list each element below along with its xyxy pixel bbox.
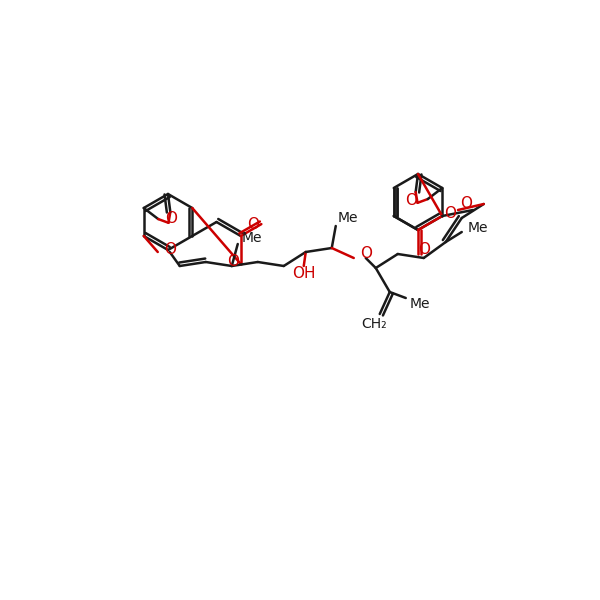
Text: O: O (360, 247, 372, 262)
Text: Me: Me (468, 221, 488, 235)
Text: O: O (418, 242, 430, 257)
Text: Me: Me (242, 231, 262, 245)
Text: OH: OH (292, 266, 316, 281)
Text: O: O (406, 193, 418, 208)
Text: Me: Me (338, 211, 358, 225)
Text: Me: Me (410, 297, 430, 311)
Text: O: O (444, 206, 456, 221)
Text: O: O (166, 211, 178, 226)
Text: CH₂: CH₂ (361, 317, 386, 331)
Text: O: O (460, 196, 472, 211)
Text: O: O (227, 254, 239, 269)
Text: O: O (164, 242, 176, 257)
Text: O: O (247, 217, 259, 232)
